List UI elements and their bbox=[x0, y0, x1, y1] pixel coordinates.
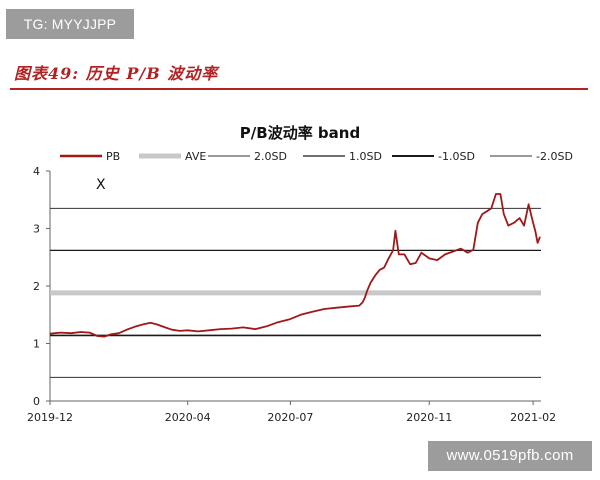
pb-data-point bbox=[231, 328, 233, 330]
legend-label: -2.0SD bbox=[536, 150, 573, 163]
pb-data-point bbox=[79, 331, 82, 333]
pb-data-point bbox=[335, 307, 337, 309]
y-tick-label: 2 bbox=[33, 280, 40, 293]
pb-data-point bbox=[96, 335, 98, 337]
pb-data-point bbox=[179, 330, 181, 332]
reference-lines bbox=[50, 207, 541, 378]
pb-data-point bbox=[420, 252, 422, 254]
pb-data-point bbox=[415, 262, 417, 264]
x-tick-label: 2020-07 bbox=[267, 411, 313, 424]
chart-axes: 0 1 2 3 4 2019-12 2020-04 2020-07 2020-11 2021-02 bbox=[27, 165, 556, 424]
pb-data-point bbox=[311, 311, 313, 313]
pb-data-point bbox=[394, 230, 396, 232]
pb-data-point bbox=[219, 328, 221, 330]
pb-data-point bbox=[507, 225, 509, 227]
pb-data-point bbox=[513, 222, 515, 224]
figure-heading: 图表49: 历史 P/B 波动率 bbox=[14, 64, 219, 83]
pb-data-point bbox=[358, 305, 360, 307]
pb-data-point bbox=[266, 325, 268, 327]
legend-label: 1.0SD bbox=[349, 150, 382, 163]
heading-divider bbox=[10, 88, 588, 90]
pb-data-point bbox=[532, 222, 534, 224]
pb-data-point bbox=[379, 269, 381, 271]
pb-data-point bbox=[519, 217, 521, 219]
pb-data-point bbox=[428, 257, 430, 259]
pb-data-point bbox=[398, 253, 400, 255]
chart-legend: PB AVE 2.0SD 1.0SD -1.0SD -2.0SD bbox=[60, 150, 573, 163]
pb-band-chart: P/B波动率 band PB AVE 2.0SD 1.0SD -1.0SD -2.0SD … bbox=[27, 124, 573, 424]
y-tick-label: 4 bbox=[33, 165, 40, 178]
pb-data-point bbox=[490, 207, 492, 209]
pb-data-point bbox=[388, 257, 390, 259]
pb-data-point bbox=[134, 326, 136, 328]
pb-data-point bbox=[70, 332, 72, 334]
top-watermark-badge: TG: MYYJJPP bbox=[6, 9, 134, 39]
pb-data-point bbox=[539, 236, 541, 238]
pb-data-point bbox=[103, 336, 105, 338]
pb-data-point bbox=[88, 332, 91, 334]
pb-data-point bbox=[142, 323, 144, 326]
pb-data-point bbox=[403, 253, 405, 255]
pb-data-point bbox=[528, 203, 530, 205]
pb-data-point bbox=[374, 275, 376, 277]
pb-data-point bbox=[254, 328, 256, 330]
pb-data-point bbox=[452, 250, 454, 253]
pb-data-point bbox=[187, 329, 189, 331]
legend-label: -1.0SD bbox=[438, 150, 475, 163]
legend-label: PB bbox=[106, 150, 120, 163]
pb-data-point bbox=[460, 248, 462, 250]
pb-series-line bbox=[49, 193, 541, 338]
pb-data-point bbox=[277, 321, 279, 323]
pb-data-point bbox=[126, 329, 128, 331]
pb-data-point bbox=[197, 330, 199, 332]
pb-data-point bbox=[495, 193, 497, 195]
pb-data-point bbox=[300, 314, 302, 316]
series-layer bbox=[49, 193, 541, 338]
x-tick-label: 2021-02 bbox=[510, 411, 556, 424]
pb-data-point bbox=[362, 301, 364, 303]
pb-data-point bbox=[171, 329, 173, 331]
legend-label: AVE bbox=[185, 150, 206, 163]
pb-data-point bbox=[364, 296, 366, 299]
pb-data-point bbox=[366, 290, 368, 292]
pb-data-point bbox=[503, 213, 505, 215]
pb-data-point bbox=[444, 253, 446, 255]
pb-data-point bbox=[164, 326, 166, 328]
pb-data-point bbox=[49, 333, 51, 335]
pb-data-point bbox=[242, 326, 244, 328]
pb-data-point bbox=[110, 333, 112, 335]
pb-data-point bbox=[409, 263, 411, 265]
y-tick-label: 1 bbox=[33, 338, 40, 351]
y-tick-label: 0 bbox=[33, 395, 40, 408]
x-tick-label: 2020-04 bbox=[165, 411, 211, 424]
pb-data-point bbox=[323, 308, 325, 310]
pb-data-point bbox=[118, 332, 120, 334]
pb-data-point bbox=[149, 322, 152, 324]
pb-data-point bbox=[346, 306, 348, 308]
bottom-watermark-badge: www.0519pfb.com bbox=[428, 441, 592, 471]
legend-label: 2.0SD bbox=[254, 150, 287, 163]
pb-data-point bbox=[383, 267, 385, 269]
pb-data-point bbox=[59, 332, 61, 334]
pb-data-point bbox=[436, 259, 438, 261]
chart-annotation: X bbox=[96, 177, 106, 193]
pb-data-point bbox=[486, 210, 488, 212]
pb-data-point bbox=[208, 329, 210, 331]
pb-data-point bbox=[499, 193, 501, 195]
pb-data-point bbox=[392, 249, 394, 251]
pb-data-point bbox=[156, 323, 158, 326]
pb-data-point bbox=[477, 222, 479, 224]
pb-data-point bbox=[481, 213, 483, 215]
pb-data-point bbox=[370, 282, 372, 284]
pb-data-point bbox=[467, 252, 469, 254]
chart-title: P/B波动率 band bbox=[240, 124, 360, 142]
pb-data-point bbox=[534, 230, 537, 232]
x-tick-label: 2019-12 bbox=[27, 411, 73, 424]
x-tick-label: 2020-11 bbox=[406, 411, 452, 424]
pb-data-point bbox=[537, 242, 539, 244]
pb-data-point bbox=[523, 225, 525, 227]
y-tick-label: 3 bbox=[33, 223, 40, 236]
pb-data-point bbox=[472, 249, 474, 251]
pb-data-point bbox=[288, 318, 290, 320]
